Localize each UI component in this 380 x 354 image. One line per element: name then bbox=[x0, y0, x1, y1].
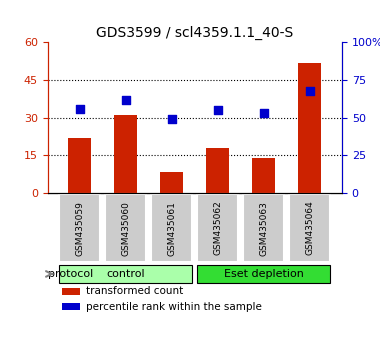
FancyBboxPatch shape bbox=[289, 194, 331, 262]
Bar bbox=[114, 115, 137, 193]
Bar bbox=[68, 138, 91, 193]
Bar bbox=[252, 158, 275, 193]
Point bbox=[307, 88, 313, 93]
Point bbox=[215, 107, 221, 113]
Text: GSM435062: GSM435062 bbox=[213, 201, 222, 256]
Text: percentile rank within the sample: percentile rank within the sample bbox=[86, 302, 262, 312]
Bar bbox=[62, 287, 80, 295]
Text: protocol: protocol bbox=[48, 269, 94, 279]
FancyBboxPatch shape bbox=[197, 265, 331, 284]
Text: GSM435059: GSM435059 bbox=[75, 201, 84, 256]
Bar bbox=[62, 303, 80, 310]
Point bbox=[261, 110, 267, 116]
FancyBboxPatch shape bbox=[151, 194, 192, 262]
Text: GSM435064: GSM435064 bbox=[305, 201, 314, 256]
FancyBboxPatch shape bbox=[197, 194, 239, 262]
Text: GSM435063: GSM435063 bbox=[259, 201, 268, 256]
Point bbox=[77, 106, 83, 112]
Bar bbox=[298, 63, 321, 193]
Text: GSM435061: GSM435061 bbox=[167, 201, 176, 256]
Bar bbox=[160, 172, 183, 193]
Point bbox=[169, 116, 175, 122]
Text: control: control bbox=[106, 269, 145, 279]
FancyBboxPatch shape bbox=[243, 194, 285, 262]
Title: GDS3599 / scl4359.1.1_40-S: GDS3599 / scl4359.1.1_40-S bbox=[96, 26, 293, 40]
FancyBboxPatch shape bbox=[59, 194, 100, 262]
Bar bbox=[206, 148, 229, 193]
FancyBboxPatch shape bbox=[105, 194, 146, 262]
FancyBboxPatch shape bbox=[59, 265, 192, 284]
Text: GSM435060: GSM435060 bbox=[121, 201, 130, 256]
Text: Eset depletion: Eset depletion bbox=[224, 269, 304, 279]
Point bbox=[123, 97, 129, 102]
Text: transformed count: transformed count bbox=[86, 286, 183, 296]
